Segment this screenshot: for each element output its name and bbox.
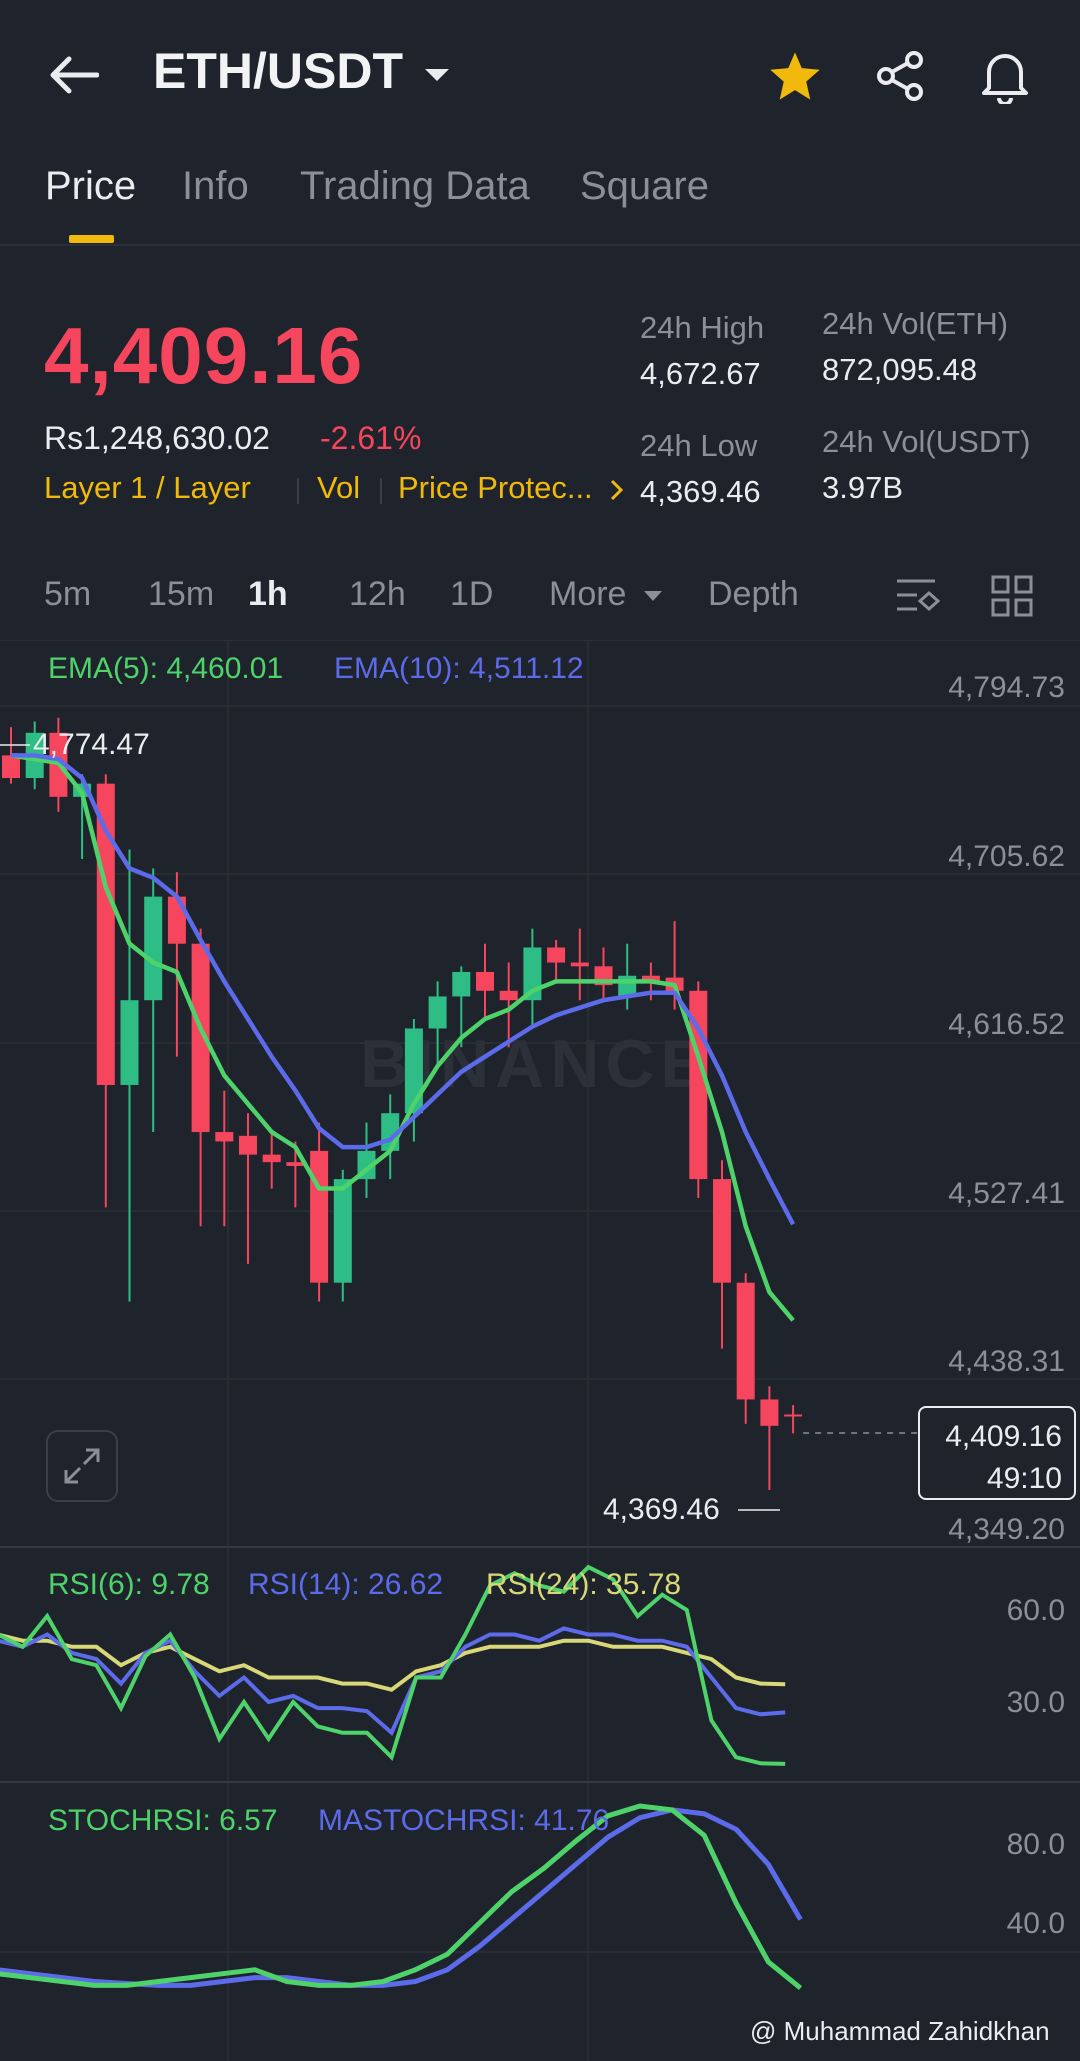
ema5-label: EMA(5): 4,460.01	[48, 652, 284, 685]
chevron-down-icon	[424, 68, 449, 81]
tab-info[interactable]: Info	[182, 164, 249, 208]
tab-price[interactable]: Price	[45, 164, 137, 208]
author-credit: @ Muhammad Zahidkhan	[750, 2016, 1050, 2046]
candle-body	[120, 1000, 139, 1085]
rsi6-label: RSI(6): 9.78	[48, 1568, 210, 1601]
vol-eth-label: 24h Vol(ETH)	[822, 306, 1009, 341]
candle-body	[191, 943, 210, 1133]
candle-body	[333, 1179, 352, 1283]
rsi14-line	[0, 1626, 786, 1736]
share-icon[interactable]	[872, 48, 928, 104]
tag-vol[interactable]: Vol	[317, 470, 361, 505]
candle-body	[547, 947, 566, 963]
price-axis-label: 4,349.20	[948, 1513, 1065, 1546]
low-value: 4,369.46	[640, 474, 761, 509]
high-label: 24h High	[640, 310, 765, 345]
ema10-label: EMA(10): 4,511.12	[334, 652, 584, 685]
current-price-tag[interactable]: 4,409.16 49:10	[918, 1406, 1076, 1500]
candle-body	[641, 975, 660, 982]
tab-trading-data[interactable]: Trading Data	[300, 164, 530, 208]
candle-body	[2, 755, 20, 778]
candle-body	[262, 1154, 281, 1163]
candle-body	[570, 962, 589, 967]
tag-price-protection[interactable]: Price Protec...	[398, 470, 625, 506]
candle-body	[96, 783, 115, 1085]
notification-bell-icon[interactable]	[975, 46, 1035, 106]
tag-separator	[380, 478, 382, 504]
candle-body	[784, 1414, 803, 1417]
vol-eth-value: 872,095.48	[822, 352, 978, 387]
tag-layer1[interactable]: Layer 1 / Layer	[44, 470, 251, 505]
tag-separator	[297, 478, 299, 504]
rsi6-line	[0, 1564, 786, 1766]
price-change-percent: -2.61%	[320, 420, 422, 456]
interval-1h[interactable]: 1h	[248, 575, 288, 613]
max-price-marker: 4,774.47	[33, 728, 150, 761]
candle-body	[499, 990, 518, 1001]
stochrsi-axis-label: 80.0	[1006, 1828, 1065, 1861]
candle-body	[760, 1399, 779, 1426]
candle-body	[736, 1282, 755, 1400]
price-axis-label: 4,794.73	[948, 671, 1065, 704]
rsi-axis-label: 30.0	[1006, 1686, 1065, 1719]
candle-body	[310, 1150, 329, 1283]
min-price-marker: 4,369.46	[603, 1493, 720, 1526]
interval-more[interactable]: More	[549, 575, 664, 614]
tab-square[interactable]: Square	[580, 164, 709, 208]
chevron-down-icon	[643, 591, 662, 602]
stochrsi-label: STOCHRSI: 6.57	[48, 1804, 278, 1837]
stochrsi-line	[0, 1803, 803, 1991]
ema10-line	[11, 753, 796, 1226]
pair-title[interactable]: ETH/USDT	[153, 42, 451, 100]
candlestick-chart[interactable]	[0, 640, 1080, 2061]
candle-body	[286, 1162, 305, 1166]
rsi14-label: RSI(14): 26.62	[248, 1568, 444, 1601]
candle-body	[239, 1135, 257, 1155]
stochrsi-axis-label: 40.0	[1006, 1907, 1065, 1940]
interval-1d[interactable]: 1D	[450, 575, 494, 613]
tag-price-protection-label: Price Protec...	[398, 470, 593, 505]
candle-body	[144, 896, 163, 1001]
back-arrow-icon[interactable]	[44, 50, 104, 100]
layout-grid-icon[interactable]	[988, 572, 1036, 620]
interval-divider	[0, 640, 1080, 641]
rsi24-line	[0, 1632, 786, 1692]
mastochrsi-label: MASTOCHRSI: 41.76	[318, 1804, 610, 1837]
active-tab-indicator	[69, 235, 114, 243]
price-axis-label: 4,438.31	[948, 1345, 1065, 1378]
candle-countdown: 49:10	[986, 1462, 1062, 1495]
vol-usdt-value: 3.97B	[822, 470, 904, 505]
rsi-axis-label: 60.0	[1006, 1594, 1065, 1627]
candle-body	[428, 996, 447, 1029]
high-value: 4,672.67	[640, 356, 761, 391]
candle-body	[452, 971, 471, 997]
price-axis-label: 4,527.41	[948, 1177, 1065, 1210]
rsi24-label: RSI(24): 35.78	[486, 1568, 682, 1601]
tabs-divider	[0, 244, 1080, 246]
low-label: 24h Low	[640, 428, 758, 463]
interval-5m[interactable]: 5m	[44, 575, 92, 613]
pair-label: ETH/USDT	[153, 43, 403, 99]
candle-body	[215, 1132, 234, 1142]
vol-usdt-label: 24h Vol(USDT)	[822, 424, 1031, 459]
interval-12h[interactable]: 12h	[349, 575, 406, 613]
candle-body	[713, 1179, 731, 1283]
interval-depth[interactable]: Depth	[708, 575, 799, 613]
candle-body	[476, 971, 494, 991]
expand-icon	[64, 1448, 100, 1484]
indicator-settings-icon[interactable]	[893, 572, 943, 622]
fullscreen-button[interactable]	[46, 1430, 118, 1502]
candle-body	[404, 1028, 423, 1114]
fiat-price: Rs1,248,630.02	[44, 420, 270, 456]
price-axis-label: 4,705.62	[948, 840, 1065, 873]
interval-more-label: More	[549, 575, 627, 613]
chevron-right-icon	[611, 479, 624, 500]
price-axis-label: 4,616.52	[948, 1008, 1065, 1041]
favorite-star-icon[interactable]	[765, 48, 825, 104]
interval-15m[interactable]: 15m	[148, 575, 215, 613]
header: ETH/USDT	[0, 0, 1080, 150]
last-price: 4,409.16	[44, 311, 364, 400]
current-price-value: 4,409.16	[945, 1420, 1062, 1453]
